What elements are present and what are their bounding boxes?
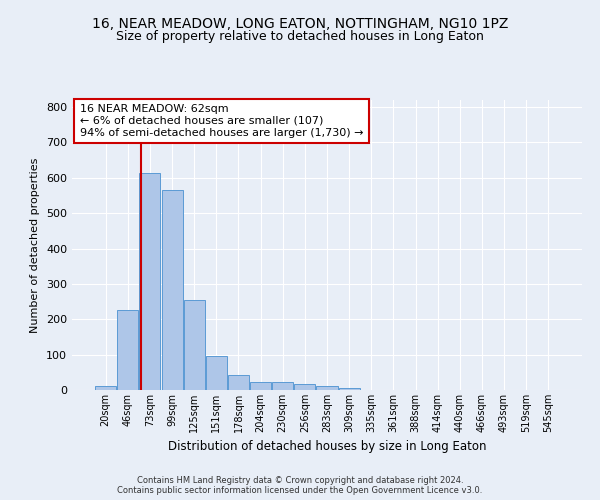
Text: 16, NEAR MEADOW, LONG EATON, NOTTINGHAM, NG10 1PZ: 16, NEAR MEADOW, LONG EATON, NOTTINGHAM,… — [92, 18, 508, 32]
Bar — [95, 386, 116, 390]
Bar — [139, 173, 160, 390]
Bar — [118, 310, 139, 390]
X-axis label: Distribution of detached houses by size in Long Eaton: Distribution of detached houses by size … — [168, 440, 486, 454]
Bar — [206, 356, 227, 390]
Bar — [161, 190, 182, 390]
Bar — [295, 384, 316, 390]
Bar — [184, 300, 205, 390]
Bar — [316, 386, 338, 390]
Bar — [250, 382, 271, 390]
Y-axis label: Number of detached properties: Number of detached properties — [31, 158, 40, 332]
Text: Size of property relative to detached houses in Long Eaton: Size of property relative to detached ho… — [116, 30, 484, 43]
Text: Contains HM Land Registry data © Crown copyright and database right 2024.
Contai: Contains HM Land Registry data © Crown c… — [118, 476, 482, 495]
Text: 16 NEAR MEADOW: 62sqm
← 6% of detached houses are smaller (107)
94% of semi-deta: 16 NEAR MEADOW: 62sqm ← 6% of detached h… — [80, 104, 363, 138]
Bar — [228, 375, 249, 390]
Bar — [272, 382, 293, 390]
Bar — [338, 388, 359, 390]
